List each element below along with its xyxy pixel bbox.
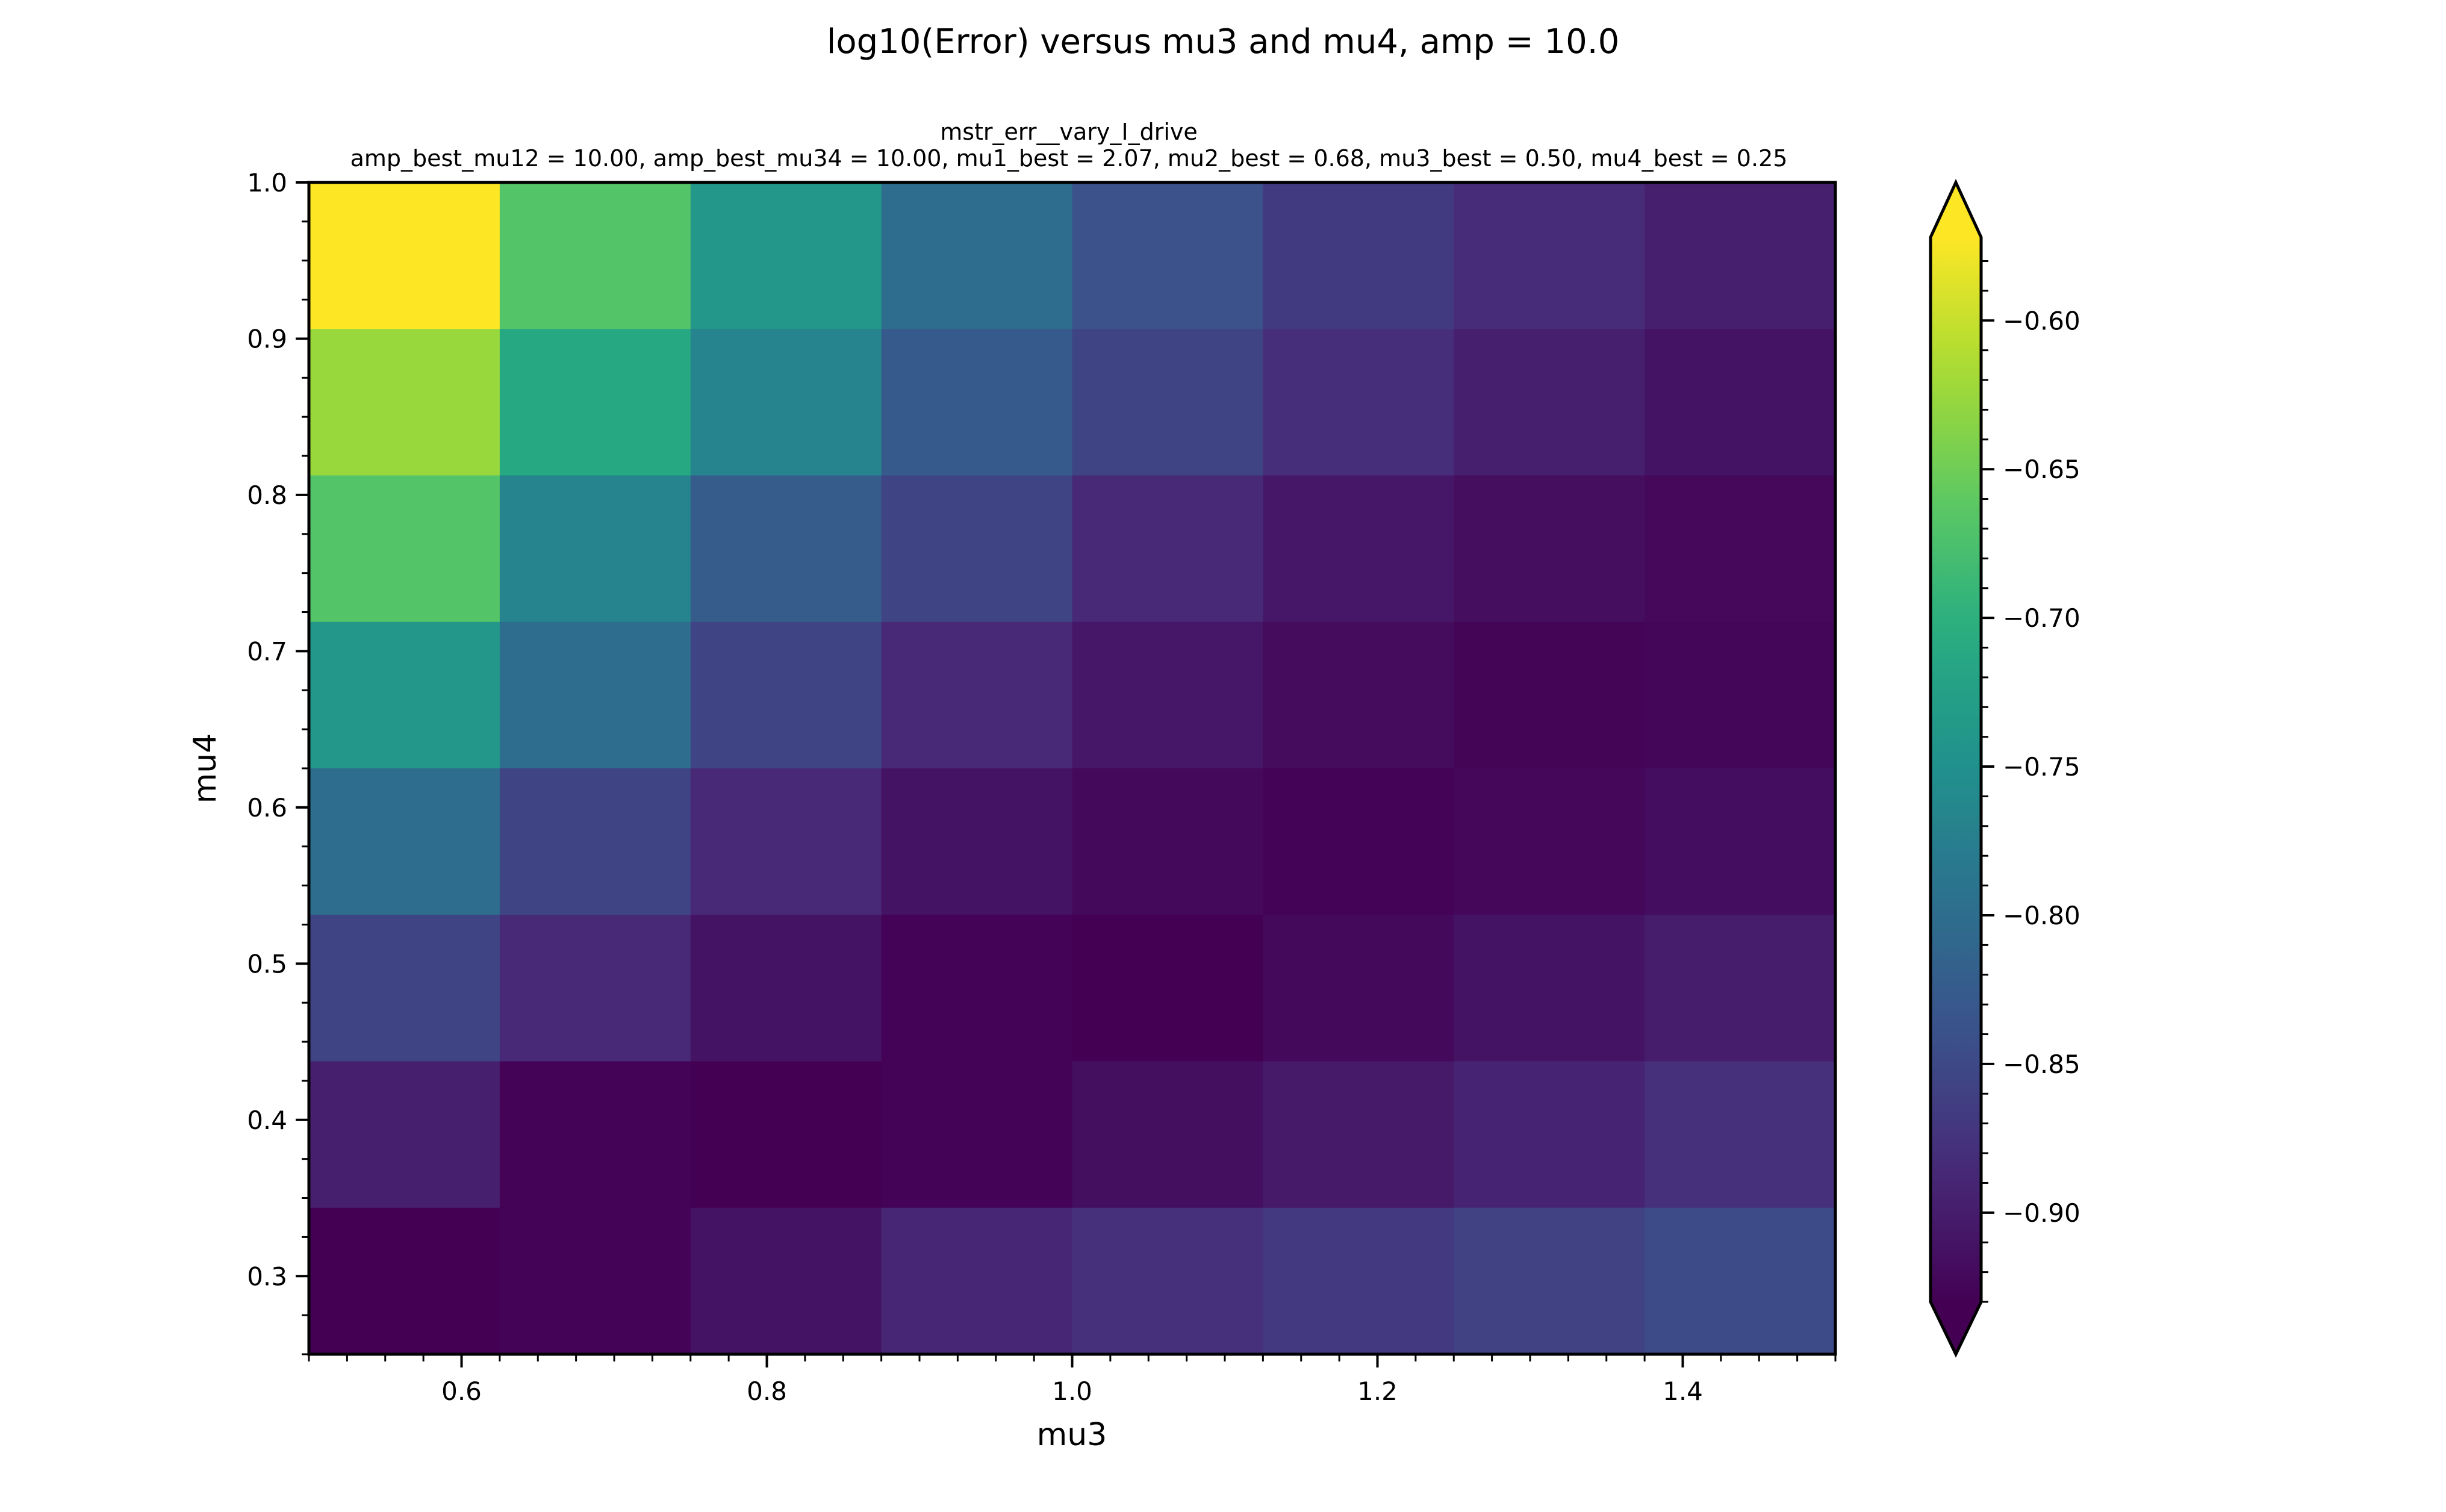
heatmap-cell [1263, 915, 1454, 1062]
y-tick-label: 0.4 [247, 1106, 287, 1135]
heatmap-cell [691, 1208, 882, 1355]
heatmap-cell [500, 329, 691, 476]
heatmap-cell [1072, 329, 1263, 476]
heatmap-cell [1645, 476, 1835, 623]
heatmap-cell [691, 915, 882, 1062]
heatmap-cell [1454, 182, 1645, 329]
heatmap-cell [1454, 476, 1645, 623]
heatmap-cell [691, 622, 882, 769]
heatmap-cell [500, 768, 691, 915]
heatmap-cell [1263, 182, 1454, 329]
colorbar-tick-label: −0.75 [2003, 752, 2080, 782]
heatmap-cell [1263, 1208, 1454, 1355]
heatmap-cell [309, 915, 500, 1062]
heatmap-cell [1263, 768, 1454, 915]
heatmap-cell [500, 182, 691, 329]
y-tick-label: 0.6 [247, 793, 287, 823]
colorbar-extend-max-arrow [1931, 182, 1981, 237]
colorbar[interactable]: −0.90 −0.85 −0.80 −0.75 −0.70 −0.65 −0.60 [1931, 182, 2080, 1354]
heatmap-cell [1645, 915, 1835, 1062]
heatmap-cell [1645, 622, 1835, 769]
heatmap-cell [309, 1062, 500, 1209]
axes-title-line1: mstr_err__vary_I_drive [940, 119, 1198, 145]
colorbar-tick-label: −0.90 [2003, 1198, 2080, 1228]
y-axis-ticks: 0.3 0.4 0.5 0.6 0.7 0.8 0.9 1.0 [247, 168, 309, 1354]
heatmap-cell [309, 622, 500, 769]
y-tick-label: 0.9 [247, 324, 287, 353]
colorbar-ticks: −0.90 −0.85 −0.80 −0.75 −0.70 −0.65 −0.60 [1981, 261, 2080, 1302]
heatmap-cell [1072, 1062, 1263, 1209]
heatmap-cell [1454, 1062, 1645, 1209]
heatmap-cell [882, 915, 1072, 1062]
heatmap-cell [1072, 768, 1263, 915]
heatmap-cell [882, 182, 1072, 329]
y-tick-label: 0.7 [247, 636, 287, 666]
heatmap-cell [691, 182, 882, 329]
heatmap-cell [882, 329, 1072, 476]
y-axis-label: mu4 [187, 733, 223, 804]
heatmap-cell [882, 1208, 1072, 1355]
colorbar-tick-label: −0.65 [2003, 455, 2080, 484]
heatmap-cell [1072, 182, 1263, 329]
heatmap-cell [1263, 476, 1454, 623]
heatmap-cell [1263, 622, 1454, 769]
x-tick-label: 1.2 [1357, 1377, 1398, 1406]
heatmap-cell [309, 476, 500, 623]
y-tick-label: 0.8 [247, 481, 287, 510]
heatmap-cell [1645, 768, 1835, 915]
heatmap-cells [309, 182, 1836, 1355]
heatmap-cell [309, 182, 500, 329]
heatmap-cell [1454, 329, 1645, 476]
x-axis-ticks: 0.6 0.8 1.0 1.2 1.4 [309, 1354, 1835, 1406]
heatmap-cell [309, 329, 500, 476]
x-tick-label: 1.4 [1663, 1377, 1703, 1406]
heatmap-cell [882, 476, 1072, 623]
heatmap-cell [1645, 329, 1835, 476]
colorbar-extend-min-arrow [1931, 1302, 1981, 1354]
heatmap-cell [500, 1208, 691, 1355]
heatmap-cell [691, 768, 882, 915]
colorbar-tick-label: −0.60 [2003, 306, 2080, 335]
figure-suptitle: log10(Error) versus mu3 and mu4, amp = 1… [827, 22, 1619, 61]
heatmap-cell [882, 768, 1072, 915]
heatmap-cell [500, 622, 691, 769]
heatmap-cell [1072, 915, 1263, 1062]
heatmap-cell [1454, 1208, 1645, 1355]
heatmap-cell [1072, 476, 1263, 623]
colorbar-tick-label: −0.80 [2003, 901, 2080, 930]
heatmap-cell [500, 915, 691, 1062]
y-tick-label: 0.3 [247, 1262, 287, 1291]
heatmap-cell [1263, 1062, 1454, 1209]
x-axis-label: mu3 [1037, 1417, 1107, 1453]
heatmap-cell [691, 329, 882, 476]
colorbar-tick-label: −0.70 [2003, 603, 2080, 633]
heatmap-cell [1645, 1062, 1835, 1209]
x-tick-label: 0.8 [747, 1377, 787, 1406]
heatmap-cell [309, 1208, 500, 1355]
heatmap-cell [882, 622, 1072, 769]
y-tick-label: 0.5 [247, 949, 287, 978]
heatmap-cell [882, 1062, 1072, 1209]
colorbar-tick-label: −0.85 [2003, 1050, 2080, 1079]
heatmap-cell [1072, 622, 1263, 769]
y-tick-label: 1.0 [247, 168, 287, 198]
heatmap-cell [1454, 622, 1645, 769]
axes-title-line2: amp_best_mu12 = 10.00, amp_best_mu34 = 1… [350, 145, 1788, 172]
heatmap-cell [1645, 1208, 1835, 1355]
heatmap-cell [691, 476, 882, 623]
heatmap-cell [500, 1062, 691, 1209]
heatmap-cell [500, 476, 691, 623]
heatmap-cell [1454, 768, 1645, 915]
colorbar-gradient [1931, 237, 1981, 1302]
heatmap-cell [1263, 329, 1454, 476]
x-tick-label: 1.0 [1052, 1377, 1092, 1406]
x-tick-label: 0.6 [441, 1377, 482, 1406]
heatmap-cell [1645, 182, 1835, 329]
heatmap-cell [691, 1062, 882, 1209]
heatmap-cell [309, 768, 500, 915]
heatmap-cell [1072, 1208, 1263, 1355]
heatmap-cell [1454, 915, 1645, 1062]
